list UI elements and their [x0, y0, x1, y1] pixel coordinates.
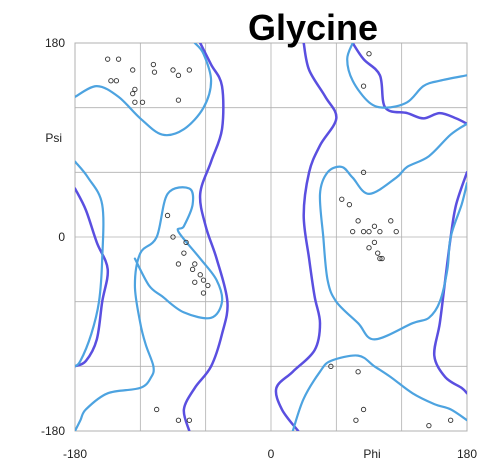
- data-point: [379, 255, 385, 262]
- data-point: [328, 363, 334, 369]
- data-point: [175, 97, 182, 103]
- data-point: [151, 69, 158, 75]
- data-point: [132, 86, 138, 92]
- allowed-contour-line: [182, 43, 229, 431]
- y-tick-label-bottom: -180: [41, 424, 65, 438]
- data-point: [360, 228, 367, 235]
- data-point: [200, 277, 207, 283]
- allowed-contours: [75, 43, 467, 431]
- favored-contour-line: [75, 160, 105, 368]
- data-point: [189, 266, 196, 272]
- data-points: [105, 51, 454, 429]
- data-point: [186, 417, 192, 423]
- data-point: [339, 196, 345, 202]
- favored-contours: [75, 43, 467, 431]
- data-point: [377, 255, 383, 262]
- allowed-contour-line: [432, 171, 467, 395]
- data-point: [360, 83, 367, 89]
- data-point: [366, 228, 372, 235]
- data-point: [139, 99, 146, 105]
- data-point: [181, 250, 187, 256]
- data-point: [197, 272, 203, 278]
- data-point: [377, 228, 383, 235]
- data-point: [371, 239, 378, 246]
- data-point: [346, 202, 353, 208]
- x-tick-label-right: 180: [457, 447, 477, 461]
- favored-contour-line: [346, 43, 467, 109]
- data-point: [164, 212, 171, 219]
- data-point: [371, 223, 378, 229]
- favored-contour-line: [75, 186, 224, 431]
- x-tick-label-middle: 0: [268, 447, 275, 461]
- data-point: [108, 78, 114, 84]
- data-point: [175, 72, 182, 78]
- data-point: [355, 218, 361, 224]
- data-point: [130, 67, 136, 73]
- data-point: [353, 417, 359, 423]
- y-tick-label-middle: 0: [58, 230, 65, 244]
- data-point: [366, 51, 372, 57]
- data-point: [426, 422, 432, 429]
- data-point: [350, 228, 356, 235]
- data-point: [132, 99, 138, 105]
- data-point: [183, 239, 189, 246]
- x-tick-label-left: -180: [63, 447, 87, 461]
- favored-contour-line: [318, 122, 467, 341]
- y-tick-label-top: 180: [45, 36, 65, 50]
- chart-title: Glycine: [248, 7, 378, 48]
- data-point: [200, 290, 207, 296]
- allowed-contour-line: [351, 43, 467, 126]
- data-point: [393, 228, 399, 235]
- x-axis-label: Phi: [363, 447, 380, 461]
- data-point: [192, 261, 198, 267]
- data-point: [130, 91, 136, 97]
- data-point: [115, 56, 122, 62]
- data-point: [388, 218, 394, 224]
- grid-lines: [75, 43, 467, 431]
- favored-contour-line: [291, 354, 467, 431]
- data-point: [154, 406, 160, 413]
- data-point: [360, 169, 367, 175]
- allowed-contour-line: [274, 43, 338, 431]
- data-point: [355, 369, 361, 375]
- data-point: [186, 67, 192, 73]
- tick-labels: 180 0 -180 -180 0 180: [41, 36, 477, 461]
- data-point: [175, 261, 182, 267]
- data-point: [170, 67, 176, 73]
- favored-contour-line: [75, 43, 213, 137]
- data-point: [170, 234, 176, 240]
- data-point: [192, 279, 198, 285]
- data-point: [366, 245, 372, 251]
- data-point: [360, 406, 367, 413]
- data-point: [150, 61, 157, 68]
- data-point: [113, 78, 120, 84]
- data-point: [205, 282, 211, 289]
- data-point: [105, 56, 111, 62]
- data-point: [375, 250, 381, 256]
- data-point: [175, 417, 182, 423]
- y-axis-label: Psi: [45, 131, 62, 145]
- data-point: [448, 417, 454, 423]
- allowed-contour-line: [75, 187, 110, 368]
